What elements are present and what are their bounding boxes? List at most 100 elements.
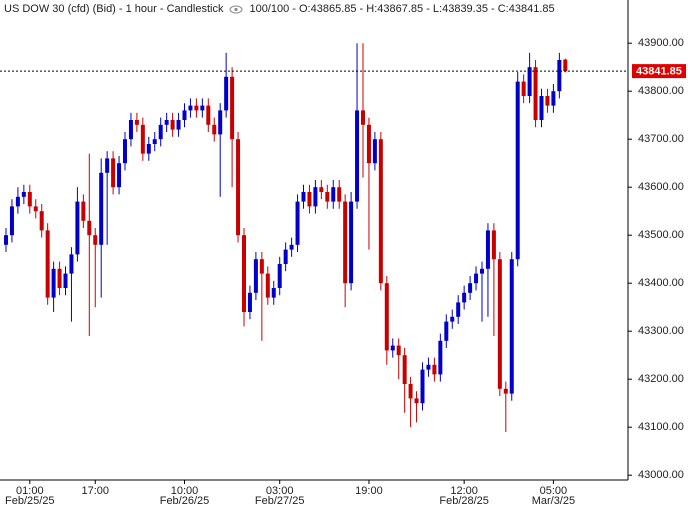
candle-body [75, 201, 80, 255]
candle-body [200, 105, 205, 111]
candle-body [372, 139, 377, 164]
candle-body [81, 201, 86, 221]
candle-body [134, 120, 139, 125]
candle-body [117, 163, 122, 188]
candle-body [474, 273, 479, 284]
candle-body [515, 81, 520, 260]
candle-body [194, 105, 199, 111]
y-tick-label: 43600.00 [638, 181, 684, 193]
candle-body [503, 388, 508, 394]
candle-body [563, 59, 568, 72]
candle-body [242, 235, 246, 312]
candle-body [87, 220, 92, 236]
candle-body [93, 235, 98, 245]
y-tick-label: 43100.00 [638, 421, 684, 433]
y-tick-label: 43000.00 [638, 469, 684, 481]
candle-body [480, 268, 484, 274]
candle-body [396, 345, 401, 356]
y-tick-label: 43500.00 [638, 229, 684, 241]
candle-body [331, 187, 336, 202]
x-tick-label: 05:00 [540, 485, 568, 497]
y-tick-label: 43700.00 [638, 133, 684, 145]
x-tick-label: 10:00 [171, 485, 199, 497]
candle-body [170, 120, 175, 130]
candle-body [271, 288, 276, 298]
candle-body [63, 273, 68, 288]
candle-body [378, 139, 383, 284]
header: US DOW 30 (cfd) (Bid) - 1 hour - Candles… [4, 3, 555, 15]
chart-subtitle: 100/100 - O:43865.85 - H:43867.85 - L:43… [249, 3, 555, 15]
candle-body [140, 124, 145, 154]
eye-icon[interactable] [229, 5, 243, 14]
last-price-label: 43841.85 [636, 66, 682, 78]
candle-body [123, 139, 127, 164]
candle-body [432, 364, 437, 375]
candle-body [402, 355, 407, 384]
candle-body [152, 139, 157, 144]
x-tick-label: 01:00 [16, 485, 44, 497]
y-tick-label: 43800.00 [638, 85, 684, 97]
candle-body [539, 96, 544, 120]
candle-body [146, 144, 151, 154]
candle-body [527, 67, 532, 96]
candle-body [188, 105, 193, 111]
candle-body [212, 124, 217, 135]
candle-body [158, 124, 163, 140]
candle-body [253, 259, 258, 293]
candle-body [319, 187, 324, 192]
candle-body [420, 369, 425, 404]
candle-body [289, 244, 294, 250]
x-tick-label: 17:00 [81, 485, 109, 497]
candle-body [462, 292, 467, 303]
x-tick-label: 19:00 [355, 485, 383, 497]
candle-body [4, 235, 8, 245]
candle-body [390, 345, 395, 351]
candle-body [366, 124, 371, 164]
candle-body [230, 76, 235, 140]
candle-body [545, 96, 550, 106]
candle-body [426, 364, 431, 370]
x-date-label: Feb/25/25 [5, 495, 55, 507]
candle-body [15, 196, 20, 207]
candle-body [414, 398, 419, 404]
x-date-label: Feb/27/25 [255, 495, 305, 507]
candle-body [176, 120, 181, 130]
candle-body [491, 230, 496, 260]
candle-body [206, 105, 211, 125]
candle-body [247, 292, 252, 312]
candle-body [27, 192, 32, 207]
candle-body [497, 259, 502, 389]
candle-body [349, 201, 354, 284]
candle-body [325, 192, 330, 202]
candle-body [295, 201, 300, 245]
candle-body [485, 230, 490, 269]
candle-body [343, 201, 348, 284]
candle-body [111, 158, 116, 188]
candle-body [128, 120, 133, 140]
candle-body [283, 249, 288, 264]
candle-body [182, 110, 187, 120]
candle-body [69, 254, 74, 274]
chart-title: US DOW 30 (cfd) (Bid) - 1 hour - Candles… [4, 3, 224, 15]
candle-body [438, 340, 443, 375]
candle-body [509, 259, 514, 394]
candle-body [164, 120, 169, 125]
candle-body [468, 283, 473, 293]
candle-body [301, 192, 306, 202]
candle-body [259, 259, 264, 274]
candle-body [236, 139, 241, 236]
candle-body [33, 206, 38, 212]
y-tick-label: 43400.00 [638, 277, 684, 289]
candle-body [21, 192, 26, 197]
x-tick-label: 12:00 [450, 485, 478, 497]
candle-body [224, 76, 229, 111]
candle-body [265, 273, 270, 298]
candle-body [105, 158, 110, 173]
x-date-label: Feb/26/25 [160, 495, 210, 507]
candle-body [551, 91, 556, 106]
candle-body [355, 110, 360, 202]
candle-body [277, 264, 282, 288]
candle-body [218, 110, 223, 135]
